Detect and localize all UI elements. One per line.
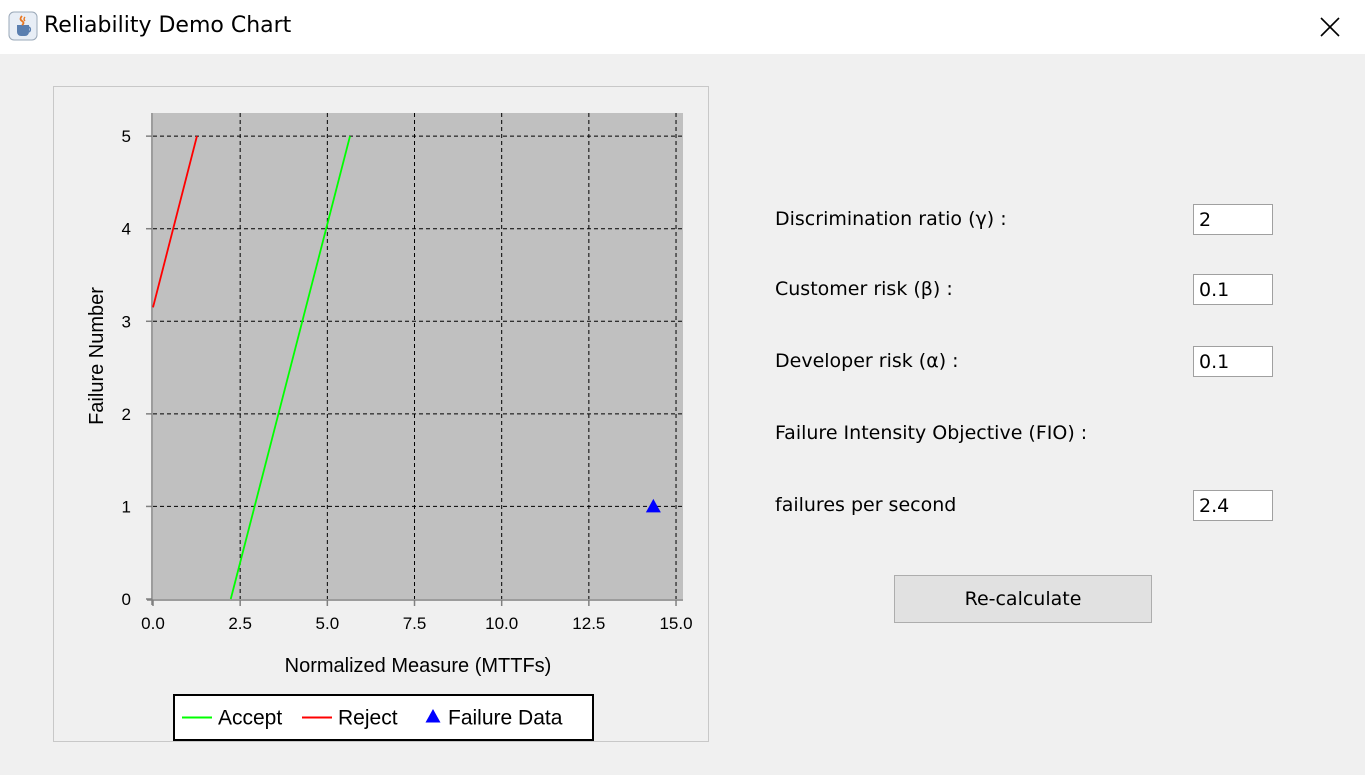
fio-unit-label: failures per second	[775, 494, 957, 516]
java-cup-icon	[8, 11, 38, 41]
legend-label-failure-data: Failure Data	[448, 707, 563, 730]
plot-area	[153, 113, 683, 599]
close-icon	[1320, 17, 1340, 37]
series-layer	[152, 135, 661, 600]
legend: Accept Reject Failure Data	[173, 694, 594, 741]
chart-panel: 0.0 2.5 5.0 7.5 10.0 12.5 15.0 0 1 2 3 4 5 Normalize…	[53, 86, 709, 742]
developer-risk-input[interactable]	[1193, 346, 1273, 377]
customer-risk-input[interactable]	[1193, 274, 1273, 305]
customer-risk-label: Customer risk (β) :	[775, 278, 953, 300]
legend-label-accept: Accept	[218, 707, 282, 730]
y-tick-label: 1	[122, 497, 131, 516]
developer-risk-label: Developer risk (α) :	[775, 350, 959, 372]
grid-lines	[153, 113, 683, 599]
x-tick-label: 7.5	[403, 614, 427, 633]
fio-label: Failure Intensity Objective (FIO) :	[775, 422, 1088, 444]
y-tick-label: 2	[122, 405, 131, 424]
y-axis-label: Failure Number	[86, 287, 108, 425]
x-tick-label: 10.0	[485, 614, 518, 633]
failure-data-point	[645, 498, 661, 513]
y-tick-label: 0	[122, 590, 131, 609]
window-title: Reliability Demo Chart	[44, 13, 292, 38]
recalculate-button[interactable]: Re-calculate	[894, 575, 1152, 623]
x-tick-label: 5.0	[316, 614, 340, 633]
x-tick-label: 2.5	[228, 614, 252, 633]
discrimination-ratio-input[interactable]	[1193, 204, 1273, 235]
y-tick-label: 3	[122, 312, 131, 331]
axes: 0.0 2.5 5.0 7.5 10.0 12.5 15.0 0 1 2 3 4 5	[122, 113, 693, 633]
x-tick-label: 15.0	[659, 614, 692, 633]
close-button[interactable]	[1295, 0, 1365, 54]
series-accept-line	[229, 135, 351, 600]
fio-input[interactable]	[1193, 490, 1273, 521]
legend-box	[173, 694, 594, 741]
series-reject-line	[152, 135, 198, 308]
discrimination-ratio-label: Discrimination ratio (γ) :	[775, 208, 1007, 230]
legend-swatch-failure-data	[425, 709, 441, 723]
x-axis-label: Normalized Measure (MTTFs)	[285, 655, 552, 677]
x-tick-label: 0.0	[141, 614, 165, 633]
x-tick-label: 12.5	[572, 614, 605, 633]
title-bar: Reliability Demo Chart	[0, 0, 1365, 54]
y-tick-label: 4	[122, 220, 131, 239]
legend-label-reject: Reject	[338, 707, 398, 730]
reliability-chart: 0.0 2.5 5.0 7.5 10.0 12.5 15.0 0 1 2 3 4 5 Normalize…	[86, 113, 693, 741]
y-tick-label: 5	[122, 127, 131, 146]
